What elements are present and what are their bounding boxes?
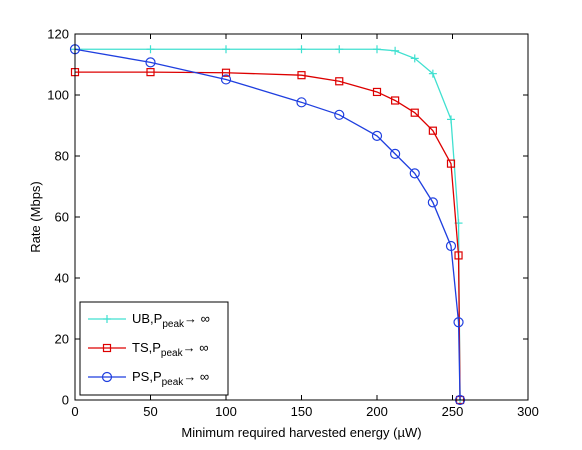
legend-entry: TS,Ppeak→ ∞ — [88, 340, 208, 359]
series-line — [75, 48, 461, 401]
data-point-circle — [334, 109, 345, 120]
series-layer — [69, 44, 466, 406]
x-tick-label: 250 — [442, 404, 464, 419]
data-point-circle — [296, 97, 307, 108]
y-tick-label: 40 — [55, 271, 69, 286]
data-point-circle — [427, 197, 438, 208]
data-point-plus — [428, 69, 437, 78]
data-point-circle — [145, 57, 156, 68]
data-point-plus — [297, 45, 306, 54]
legend-label: PS,Ppeak→ ∞ — [132, 369, 209, 388]
data-point-plus — [446, 115, 455, 124]
x-tick-label: 150 — [291, 404, 313, 419]
data-point-circle — [445, 240, 457, 252]
x-tick-label: 200 — [366, 404, 388, 419]
legend: UB,Ppeak→ ∞ TS,Ppeak→ ∞ PS,Ppeak→ ∞ — [79, 301, 229, 396]
series-line — [74, 48, 461, 401]
y-tick-label: 20 — [55, 332, 69, 347]
data-point-circle — [409, 168, 420, 179]
data-point-plus — [373, 45, 381, 54]
data-point-plus — [146, 45, 155, 54]
data-point-square — [221, 68, 231, 77]
legend-marker-plus — [103, 315, 111, 323]
data-point-square — [446, 159, 456, 168]
series-line — [75, 71, 461, 401]
x-tick-label: 0 — [71, 404, 78, 419]
y-axis-title: Rate (Mbps) — [28, 181, 43, 253]
data-point-circle — [453, 317, 464, 328]
y-tick-label: 120 — [47, 27, 69, 42]
y-tick-label: 0 — [62, 393, 69, 408]
legend-entry: PS,Ppeak→ ∞ — [88, 369, 209, 388]
data-point-circle — [220, 74, 232, 85]
data-point-square — [335, 77, 344, 86]
data-point-square — [146, 68, 155, 77]
data-point-square — [372, 87, 382, 97]
data-point-square — [428, 126, 437, 135]
x-tick-label: 50 — [143, 404, 157, 419]
data-point-square — [410, 108, 419, 117]
data-point-circle — [390, 148, 401, 159]
data-point-square — [391, 96, 400, 105]
y-tick-label: 80 — [55, 149, 69, 164]
x-axis-title: Minimum required harvested energy (µW) — [181, 425, 421, 440]
data-point-square — [454, 251, 463, 260]
legend-entry: UB,Ppeak→ ∞ — [88, 311, 210, 330]
y-tick-label: 100 — [47, 88, 69, 103]
data-point-square — [297, 71, 306, 80]
data-point-plus — [410, 54, 419, 63]
data-point-circle — [371, 130, 383, 141]
legend-label: TS,Ppeak→ ∞ — [132, 340, 208, 359]
data-point-plus — [391, 46, 400, 55]
legend-marker-circle — [101, 371, 113, 383]
data-point-plus — [335, 45, 344, 54]
legend-marker-square — [102, 343, 112, 353]
y-tick-label: 60 — [55, 210, 69, 225]
axes-layer: 0 50 100 150 200 250 300 0 20 40 60 80 100 120 — [47, 27, 539, 420]
data-point-plus — [222, 45, 230, 54]
x-tick-label: 300 — [517, 404, 539, 419]
x-tick-label: 100 — [215, 404, 237, 419]
legend-label: UB,Ppeak→ ∞ — [132, 311, 210, 330]
